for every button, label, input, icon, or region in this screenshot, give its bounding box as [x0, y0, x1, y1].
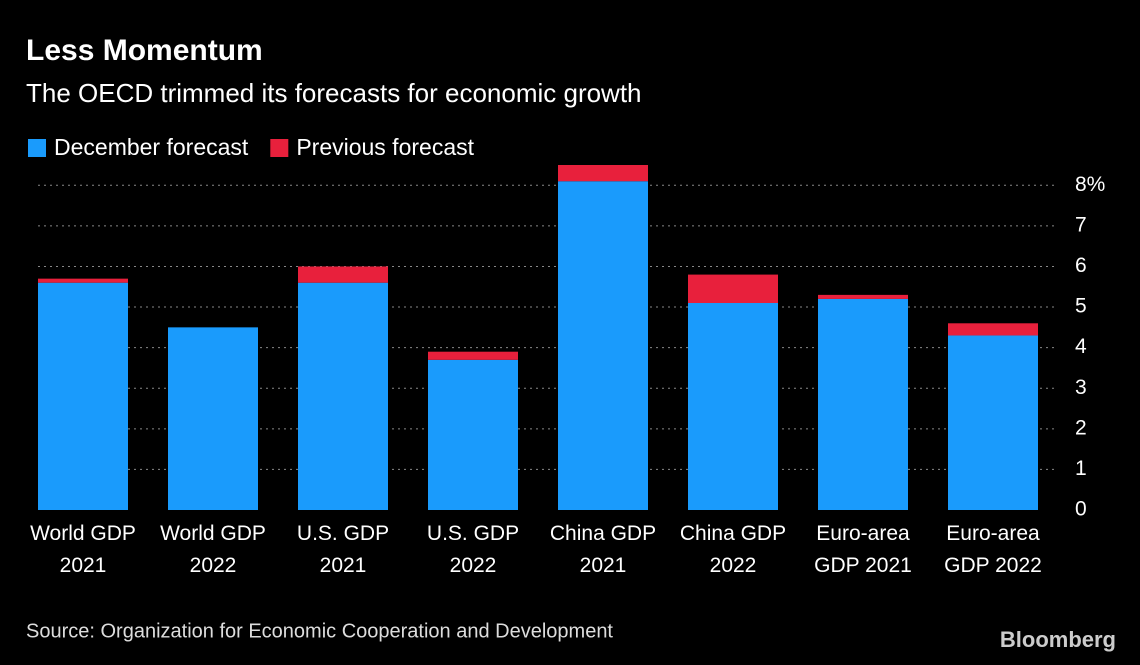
legend-label: December forecast — [54, 134, 249, 160]
y-tick-label: 5 — [1075, 295, 1087, 318]
y-tick-label: 8% — [1075, 173, 1105, 196]
bar-segment — [298, 266, 388, 283]
brand-logo: Bloomberg — [1000, 627, 1116, 652]
bar-segment — [948, 335, 1038, 510]
bar-segment — [558, 181, 648, 510]
bar-segment — [818, 294, 908, 299]
y-tick-label: 1 — [1075, 457, 1087, 480]
bar-segment — [428, 359, 518, 510]
y-tick-label: 4 — [1075, 335, 1087, 358]
chart-title: Less Momentum — [26, 34, 263, 67]
bar-segment — [38, 282, 128, 510]
bar-segment — [688, 303, 778, 510]
source: Source: Organization for Economic Cooper… — [26, 620, 613, 642]
x-tick-label: World GDP 2022 — [160, 522, 266, 577]
y-tick-label: 0 — [1075, 498, 1087, 521]
y-tick-label: 2 — [1075, 416, 1087, 439]
bar-segment — [558, 165, 648, 182]
bar-segment — [428, 351, 518, 360]
y-tick-label: 6 — [1075, 254, 1087, 277]
x-tick-label: U.S. GDP 2021 — [297, 522, 389, 577]
bar-segment — [688, 274, 778, 303]
x-tick-label: Euro-area GDP 2021 — [814, 522, 912, 577]
x-tick-label: China GDP 2022 — [680, 522, 786, 577]
bar-segment — [38, 278, 128, 283]
legend-label: Previous forecast — [296, 134, 474, 160]
y-tick-label: 7 — [1075, 213, 1087, 236]
bar-segment — [948, 323, 1038, 336]
x-tick-label: Euro-area GDP 2022 — [944, 522, 1042, 577]
bar-segment — [298, 282, 388, 510]
x-tick-label: World GDP 2021 — [30, 522, 136, 577]
chart-subtitle: The OECD trimmed its forecasts for econo… — [26, 78, 642, 108]
bar-segment — [818, 298, 908, 510]
y-tick-label: 3 — [1075, 376, 1087, 399]
x-tick-label: China GDP 2021 — [550, 522, 656, 577]
legend-swatch — [28, 139, 46, 157]
bar-segment — [168, 327, 258, 510]
legend-swatch — [270, 139, 289, 157]
x-tick-label: U.S. GDP 2022 — [427, 522, 519, 577]
